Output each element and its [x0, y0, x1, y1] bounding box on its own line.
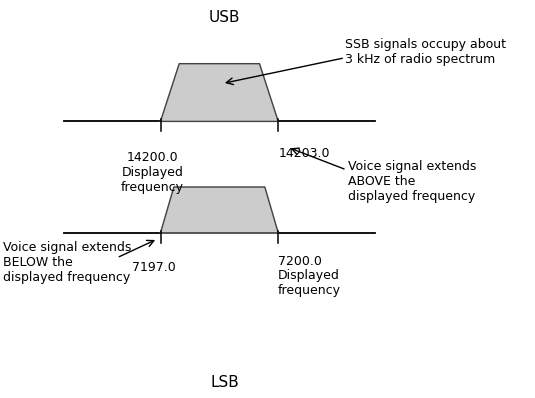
Text: 7197.0: 7197.0: [132, 261, 175, 274]
Text: Voice signal extends
BELOW the
displayed frequency: Voice signal extends BELOW the displayed…: [3, 241, 131, 284]
Text: 14200.0: 14200.0: [127, 151, 178, 164]
Text: 7200.0: 7200.0: [278, 255, 322, 268]
Text: USB: USB: [209, 10, 240, 25]
Polygon shape: [160, 187, 278, 233]
Polygon shape: [160, 64, 278, 121]
Text: Displayed
frequency: Displayed frequency: [278, 269, 341, 297]
Text: Voice signal extends
ABOVE the
displayed frequency: Voice signal extends ABOVE the displayed…: [348, 160, 476, 203]
Text: 14203.0: 14203.0: [278, 147, 330, 160]
Text: LSB: LSB: [210, 375, 239, 390]
Text: Displayed
frequency: Displayed frequency: [121, 166, 184, 194]
Text: SSB signals occupy about
3 kHz of radio spectrum: SSB signals occupy about 3 kHz of radio …: [345, 38, 506, 66]
